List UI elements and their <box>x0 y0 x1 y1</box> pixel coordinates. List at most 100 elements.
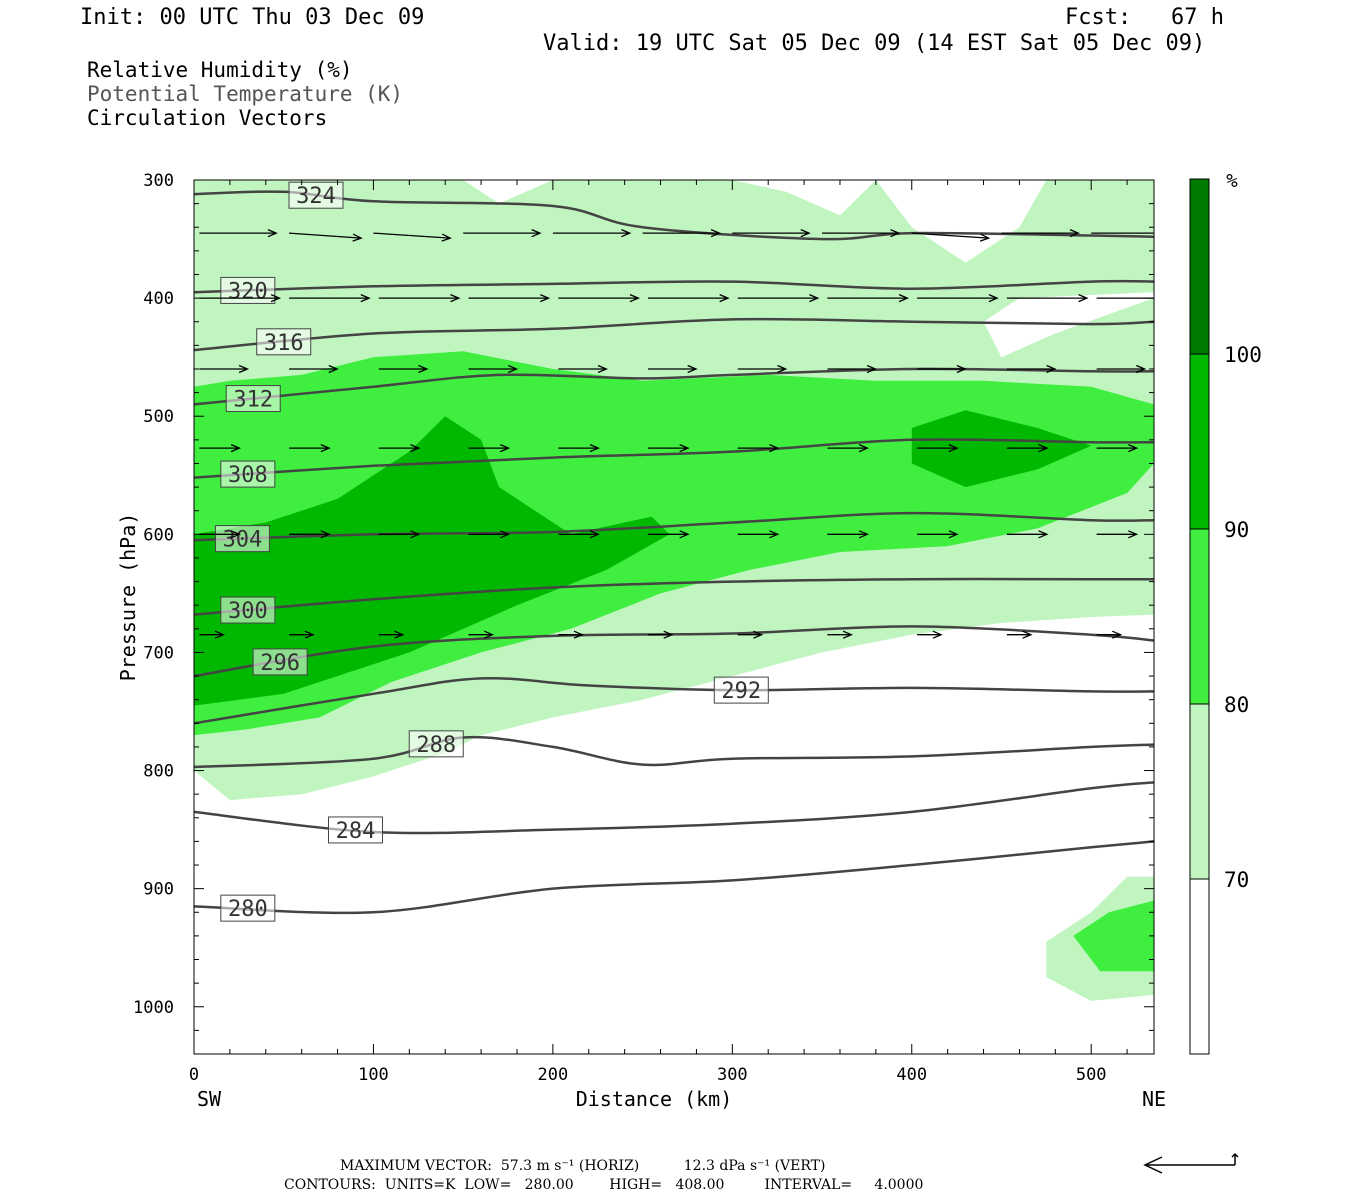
y-tick-label: 400 <box>143 289 174 309</box>
circulation-vector <box>373 232 452 242</box>
circulation-vector <box>642 229 722 238</box>
theta-label-308: 308 <box>228 463 268 488</box>
theta-label-288: 288 <box>416 733 456 758</box>
theta-label-box-292 <box>713 676 769 704</box>
colorbar-level-label: 100 <box>1224 343 1262 367</box>
circulation-vector <box>199 630 226 639</box>
circulation-vector <box>1091 232 1154 234</box>
theta-contour-316 <box>193 317 1155 352</box>
theta-label-box-280 <box>220 894 276 922</box>
circulation-vector <box>199 530 242 539</box>
circulation-vector <box>289 232 363 242</box>
y-tick-label: 700 <box>143 643 174 663</box>
circulation-vector <box>468 630 495 639</box>
circulation-vector <box>648 364 698 374</box>
theta-label-box-316 <box>256 328 312 356</box>
circulation-vector <box>827 630 854 639</box>
circulation-vector <box>917 530 959 539</box>
circulation-vector <box>1096 297 1154 299</box>
circulation-vector <box>917 294 999 303</box>
theta-label-box-296 <box>252 648 308 676</box>
circulation-vector <box>737 294 820 303</box>
y-tick-label: 900 <box>143 880 174 900</box>
circulation-vector <box>827 444 870 453</box>
colorbar-unit: % <box>1226 170 1238 192</box>
field-rh: Relative Humidity (%) <box>87 58 353 82</box>
circulation-vector <box>827 364 878 374</box>
circulation-vector <box>378 294 461 303</box>
colorbar-level-label: 80 <box>1224 693 1249 717</box>
theta-label-box-284 <box>327 816 383 844</box>
x-tick-label: 400 <box>896 1065 927 1085</box>
theta-contour-312 <box>193 367 1155 406</box>
theta-contour-304 <box>193 511 1155 542</box>
field-theta: Potential Temperature (K) <box>87 82 404 106</box>
contour-note: CONTOURS: UNITS=K LOW= 280.00 HIGH= 408.… <box>284 1177 924 1193</box>
plot-frame <box>193 179 1155 1055</box>
circulation-vector <box>1006 294 1089 303</box>
circulation-vector <box>1096 444 1139 453</box>
y-tick-label: 1000 <box>133 998 174 1018</box>
circulation-vector <box>1006 530 1049 539</box>
theta-label-292: 292 <box>721 679 761 704</box>
circulation-vector <box>1006 444 1049 453</box>
circulation-vector <box>378 364 429 374</box>
theta-contour-280 <box>193 840 1155 915</box>
colorbar-level-label: 90 <box>1224 518 1249 542</box>
circulation-vector <box>378 530 421 539</box>
circulation-vector <box>737 444 780 453</box>
colorbar-rh-70-80 <box>1189 703 1210 880</box>
theta-label-box-312 <box>225 385 281 413</box>
circulation-vector <box>468 294 551 303</box>
circulation-vector <box>199 444 242 453</box>
circulation-vector <box>199 229 278 238</box>
circulation-vector <box>1006 630 1033 639</box>
circulation-vector <box>289 444 331 453</box>
colorbar-rh-80-90 <box>1189 528 1210 705</box>
circulation-vector <box>1006 364 1057 374</box>
x-axis-label: Distance (km) <box>576 1087 733 1111</box>
circulation-vector <box>378 444 421 453</box>
y-tick-label: 800 <box>143 762 174 782</box>
field-vectors: Circulation Vectors <box>87 106 328 130</box>
theta-contour-320 <box>193 279 1155 294</box>
init-time: Init: 00 UTC Thu 03 Dec 09 <box>80 5 425 30</box>
circulation-vector <box>199 294 282 303</box>
forecast-hour: Fcst: 67 h <box>1065 5 1224 30</box>
circulation-vector <box>558 294 640 303</box>
theta-label-296: 296 <box>260 651 300 676</box>
circulation-vector <box>378 630 405 639</box>
y-tick-label: 500 <box>143 407 174 427</box>
y-tick-label: 600 <box>143 525 174 545</box>
ne-label: NE <box>1142 1087 1166 1111</box>
theta-label-box-304 <box>214 525 270 553</box>
max-vector-note: MAXIMUM VECTOR: 57.3 m s⁻¹ (HORIZ) 12.3 … <box>340 1158 826 1174</box>
circulation-vector <box>732 229 811 238</box>
circulation-vector <box>468 444 511 453</box>
circulation-vector <box>558 630 584 639</box>
x-tick-label: 300 <box>717 1065 748 1085</box>
circulation-vector <box>822 229 901 238</box>
circulation-vector <box>558 444 600 453</box>
circulation-vector <box>1096 630 1123 639</box>
theta-label-box-288 <box>408 730 464 758</box>
circulation-vector <box>648 294 730 303</box>
circulation-vector <box>917 444 959 453</box>
circulation-vector <box>737 364 788 374</box>
theta-label-324: 324 <box>296 184 336 209</box>
circulation-vector <box>917 364 967 374</box>
theta-label-280: 280 <box>228 897 268 922</box>
circulation-vector <box>199 364 250 374</box>
theta-contour-288 <box>193 735 1155 769</box>
theta-label-320: 320 <box>228 279 268 304</box>
circulation-vector <box>552 229 632 238</box>
circulation-vector <box>289 294 371 303</box>
circulation-vector <box>468 530 511 539</box>
theta-label-300: 300 <box>228 599 268 624</box>
circulation-vector <box>558 530 600 539</box>
y-axis-label: Pressure (hPa) <box>116 513 140 682</box>
reference-vector-arrow <box>1143 1152 1239 1174</box>
circulation-vector <box>468 364 519 374</box>
valid-time: Valid: 19 UTC Sat 05 Dec 09 (14 EST Sat … <box>543 31 1206 56</box>
rh-region-rh-90-100 <box>194 416 670 706</box>
